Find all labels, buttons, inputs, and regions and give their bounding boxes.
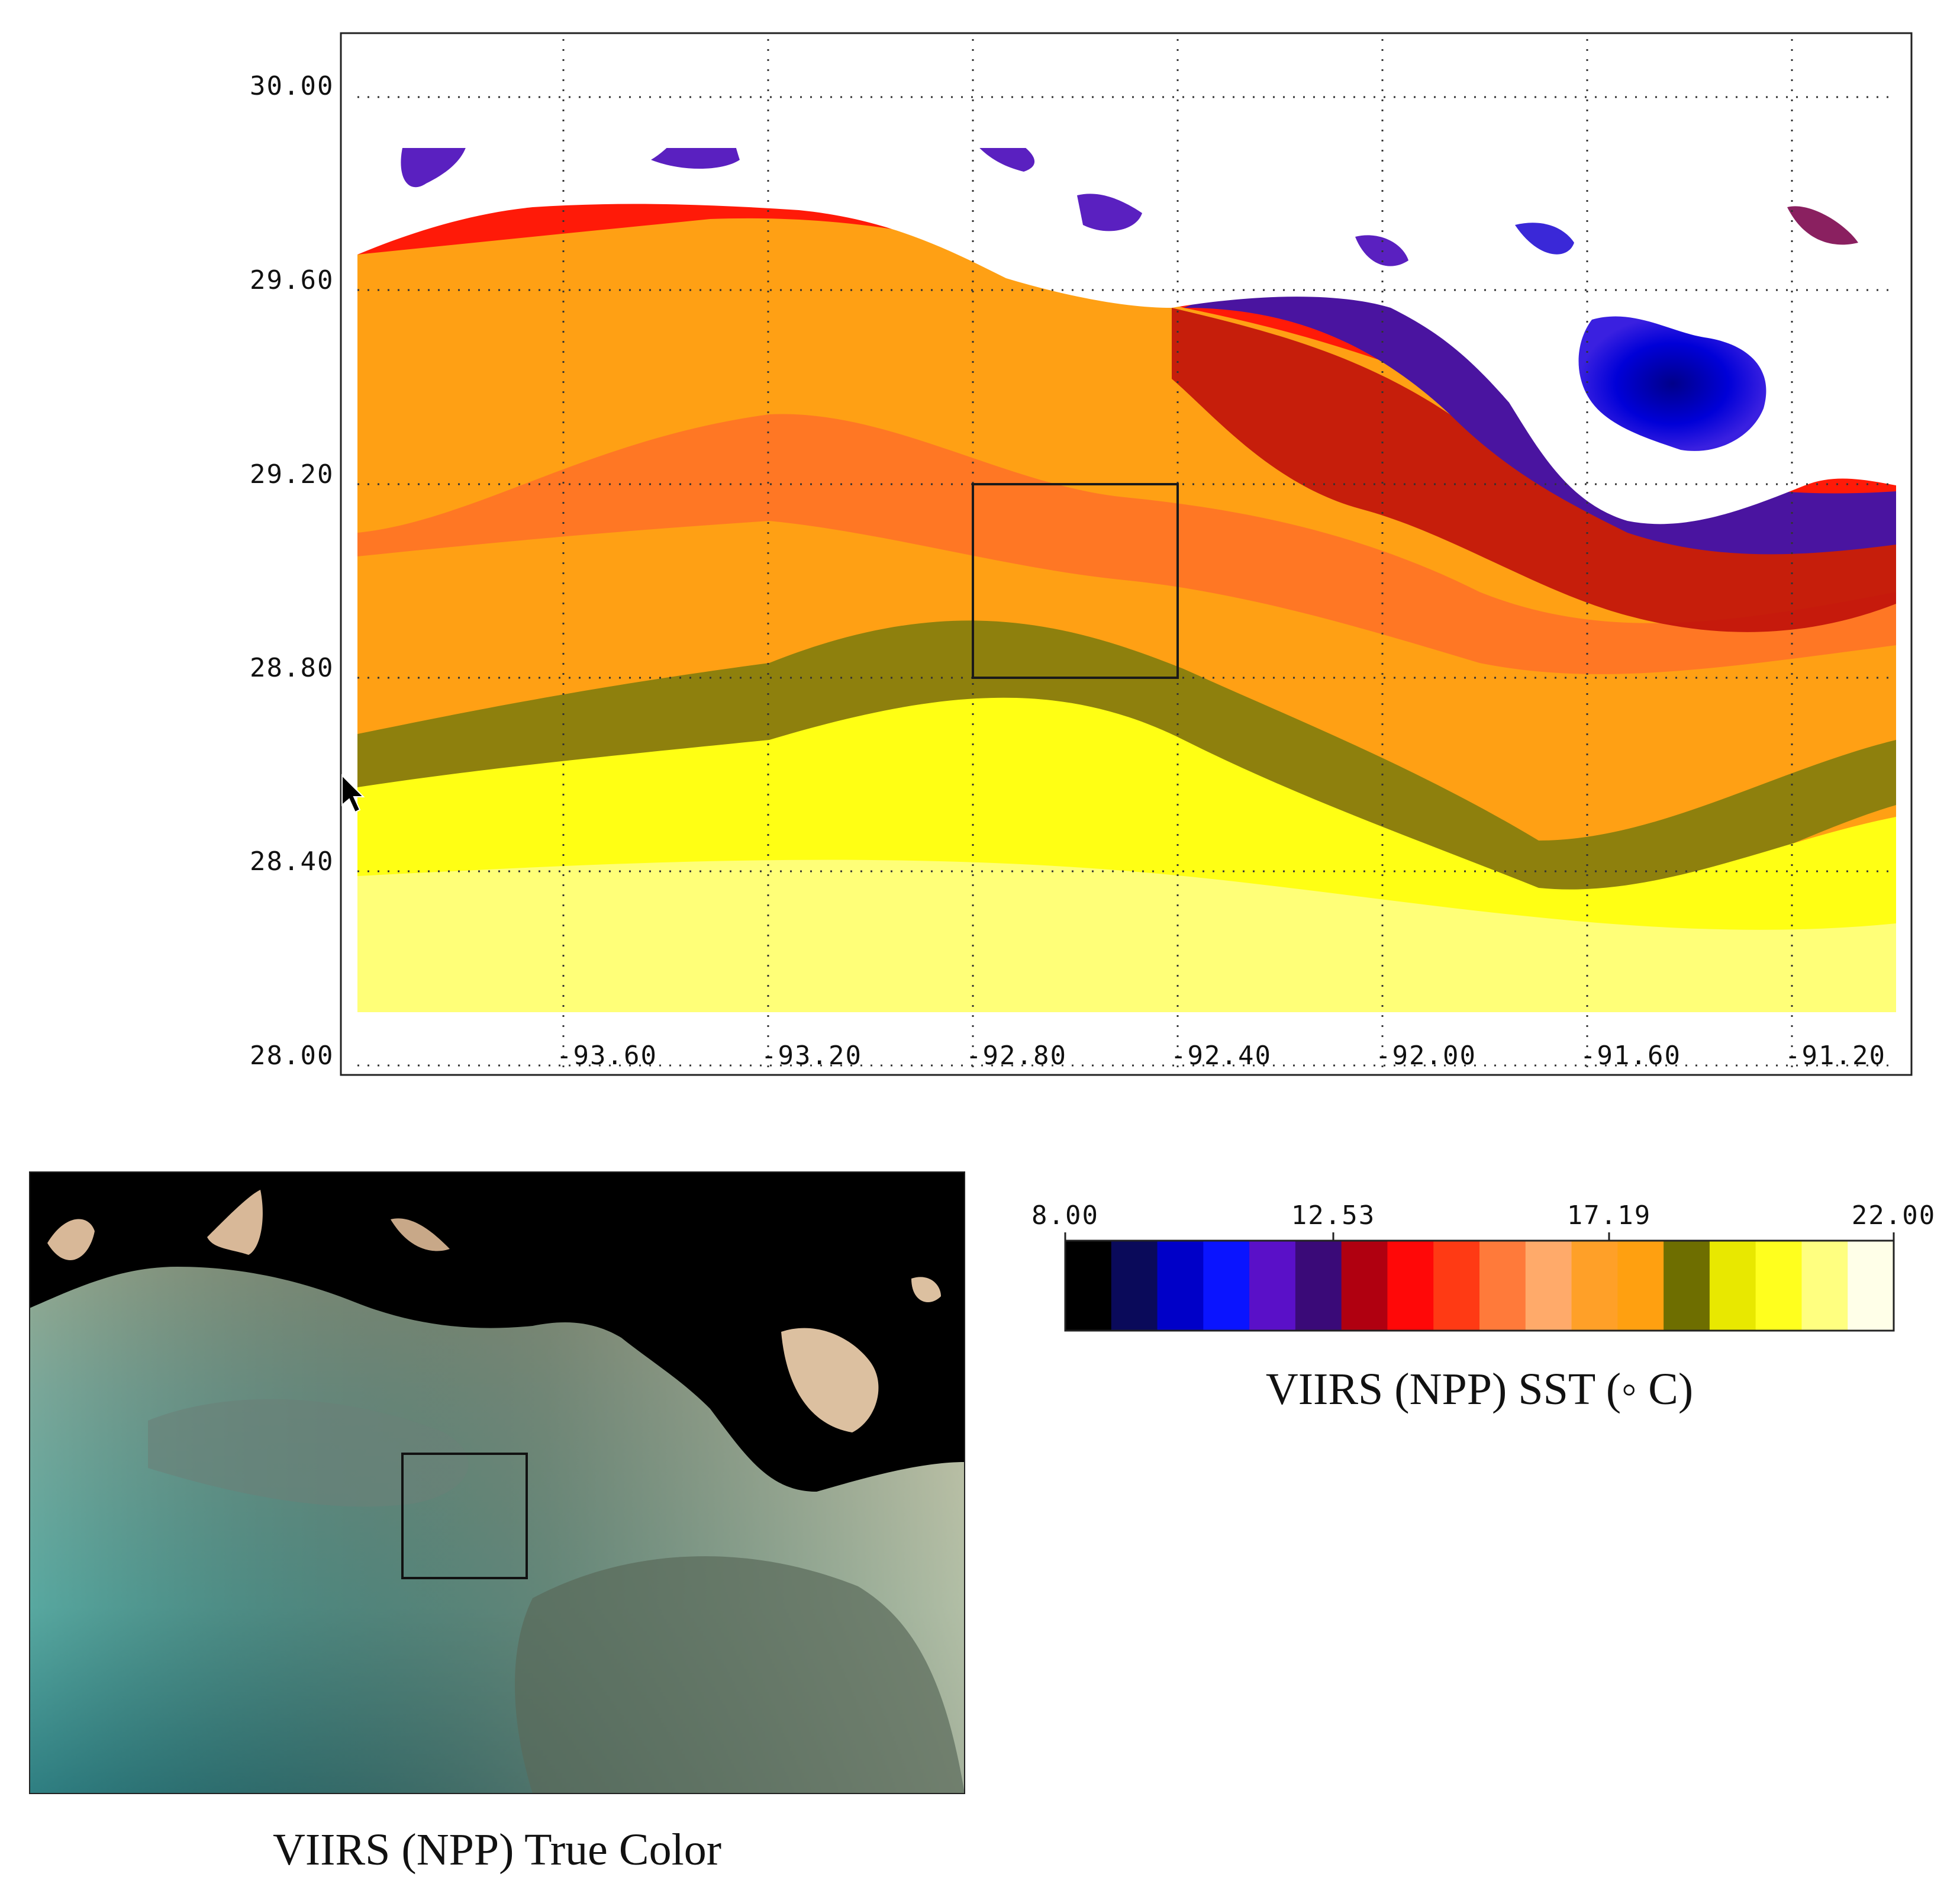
colorbar: 8.00 12.53 17.19 22.00 VIIRS (NPP) SST (◦ C… xyxy=(1031,1200,1936,1414)
x-tick-label: -93.60 xyxy=(556,1041,657,1071)
colorbar-segment xyxy=(1387,1241,1434,1331)
sst-map: 30.00 29.60 29.20 28.80 28.40 28.00 -93.… xyxy=(250,32,1913,1076)
y-tick-label: 30.00 xyxy=(250,71,334,101)
colorbar-gradient xyxy=(1065,1241,1894,1331)
y-tick-label: 29.20 xyxy=(250,459,334,490)
colorbar-segment xyxy=(1479,1241,1526,1331)
colorbar-ticks: 8.00 12.53 17.19 22.00 xyxy=(1031,1200,1936,1241)
colorbar-tick-label: 22.00 xyxy=(1852,1200,1936,1231)
colorbar-segment xyxy=(1755,1241,1803,1331)
colorbar-segment xyxy=(1341,1241,1388,1331)
colorbar-tick-label: 17.19 xyxy=(1567,1200,1651,1231)
y-tick-label: 28.80 xyxy=(250,653,334,683)
colorbar-segment xyxy=(1111,1241,1158,1331)
x-tick-label: -92.80 xyxy=(966,1041,1067,1071)
colorbar-segment xyxy=(1203,1241,1250,1331)
x-tick-label: -91.20 xyxy=(1785,1041,1886,1071)
colorbar-segment xyxy=(1249,1241,1296,1331)
colorbar-segment xyxy=(1664,1241,1710,1331)
colorbar-segment xyxy=(1525,1241,1572,1331)
true-color-image: VIIRS (NPP) True Color xyxy=(29,1171,965,1875)
sst-field xyxy=(357,148,1896,1012)
colorbar-segment xyxy=(1617,1241,1665,1331)
colorbar-tick-label: 8.00 xyxy=(1031,1200,1099,1231)
cursor-icon xyxy=(341,774,365,813)
colorbar-segment xyxy=(1065,1241,1112,1331)
region-box xyxy=(972,483,1179,679)
x-axis: -93.60 -93.20 -92.80 -92.40 -92.00 -91.6… xyxy=(556,1041,1886,1071)
colorbar-segment xyxy=(1295,1241,1342,1331)
x-tick-label: -91.60 xyxy=(1580,1041,1681,1071)
x-tick-label: -92.40 xyxy=(1171,1041,1272,1071)
colorbar-segment xyxy=(1848,1241,1894,1331)
region-box-true-color xyxy=(401,1453,528,1579)
x-tick-label: -93.20 xyxy=(761,1041,862,1071)
y-tick-label: 28.40 xyxy=(250,846,334,877)
true-color-frame xyxy=(29,1171,965,1794)
colorbar-frame xyxy=(1064,1239,1895,1332)
true-color-caption: VIIRS (NPP) True Color xyxy=(273,1825,721,1875)
y-axis: 30.00 29.60 29.20 28.80 28.40 28.00 xyxy=(250,71,334,1071)
y-tick-label: 29.60 xyxy=(250,265,334,295)
colorbar-label: VIIRS (NPP) SST (◦ C) xyxy=(1266,1364,1693,1414)
colorbar-segment xyxy=(1709,1241,1756,1331)
colorbar-segment xyxy=(1801,1241,1849,1331)
colorbar-segment xyxy=(1433,1241,1480,1331)
y-tick-label: 28.00 xyxy=(250,1041,334,1071)
x-tick-label: -92.00 xyxy=(1375,1041,1477,1071)
colorbar-segment xyxy=(1157,1241,1204,1331)
colorbar-tick-label: 12.53 xyxy=(1291,1200,1375,1231)
colorbar-segment xyxy=(1571,1241,1619,1331)
sst-grid xyxy=(357,39,1896,1071)
